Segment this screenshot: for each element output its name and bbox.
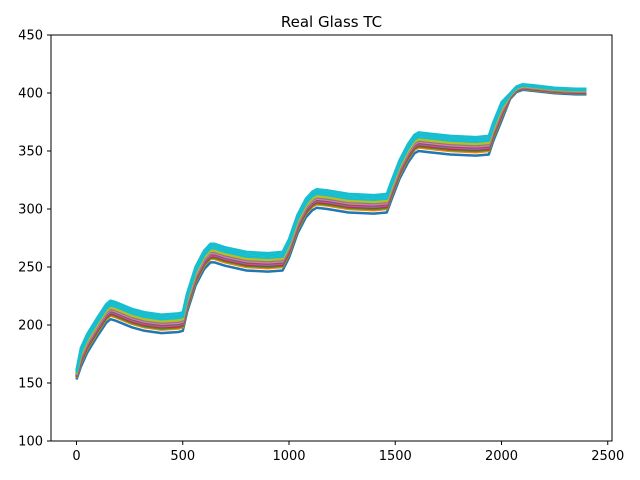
- y-tick-label: 150: [18, 377, 43, 392]
- x-tick-label: 500: [170, 449, 195, 464]
- x-axis: 0 500 1000 1500 2000 2500: [72, 441, 624, 464]
- plot-frame: [50, 34, 613, 442]
- y-tick-label: 100: [18, 435, 43, 450]
- x-tick-label: 1000: [272, 449, 305, 464]
- y-tick-label: 450: [18, 29, 43, 44]
- y-tick-label: 250: [18, 261, 43, 276]
- y-tick-label: 400: [18, 87, 43, 102]
- y-axis: 100 150 200 250 300 350 400 450: [18, 29, 51, 450]
- y-tick-label: 350: [18, 145, 43, 160]
- x-tick-label: 1500: [379, 449, 412, 464]
- y-tick-label: 300: [18, 203, 43, 218]
- series-layer: [75, 82, 587, 380]
- y-tick-label: 200: [18, 319, 43, 334]
- x-tick-label: 2000: [485, 449, 518, 464]
- x-tick-label: 2500: [591, 449, 624, 464]
- chart-title: Real Glass TC: [281, 13, 382, 31]
- series-line-12: [75, 82, 587, 371]
- x-tick-label: 0: [72, 449, 80, 464]
